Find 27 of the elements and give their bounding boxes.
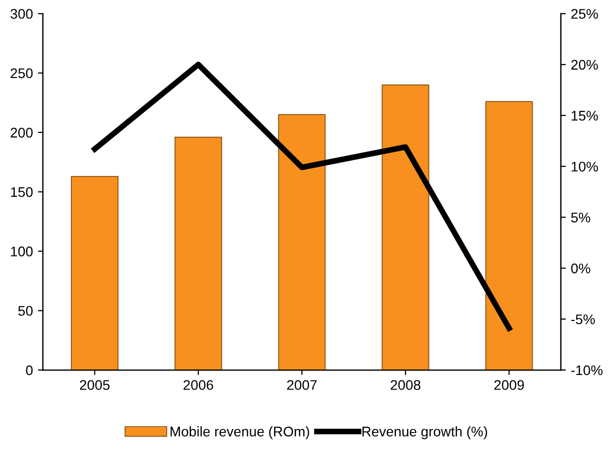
legend-label: Revenue growth (%) bbox=[362, 426, 488, 440]
y2-tick-label: 0% bbox=[571, 264, 590, 274]
y-tick-label: 250 bbox=[10, 68, 33, 78]
legend-label: Mobile revenue (ROm) bbox=[170, 426, 310, 440]
x-tick-label: 2007 bbox=[287, 380, 317, 390]
bar bbox=[382, 84, 430, 370]
x-tick-label: 2005 bbox=[80, 380, 110, 390]
y2-tick-label: 25% bbox=[571, 8, 598, 19]
y-tick-label: 150 bbox=[11, 187, 33, 197]
bar bbox=[70, 176, 118, 370]
y-tick-label: 0 bbox=[26, 365, 33, 376]
x-tick-label: 2006 bbox=[184, 380, 214, 390]
y-tick-label: 300 bbox=[10, 8, 33, 19]
y2-tick-label: 20% bbox=[571, 60, 598, 70]
y2-tick-label: -5% bbox=[571, 314, 595, 324]
y2-tick-label: -10% bbox=[571, 365, 603, 376]
y2-tick-label: 15% bbox=[572, 110, 598, 121]
y2-tick-label: 5% bbox=[571, 212, 590, 222]
y-tick-label: 200 bbox=[10, 128, 33, 138]
x-tick-label: 2009 bbox=[494, 380, 524, 390]
bar bbox=[485, 101, 533, 370]
bar bbox=[278, 114, 326, 370]
y2-tick-label: 10% bbox=[572, 162, 598, 172]
y-tick-label: 50 bbox=[18, 306, 33, 316]
x-tick-label: 2008 bbox=[390, 380, 420, 390]
bar bbox=[174, 136, 222, 370]
y-tick-label: 100 bbox=[11, 246, 33, 256]
